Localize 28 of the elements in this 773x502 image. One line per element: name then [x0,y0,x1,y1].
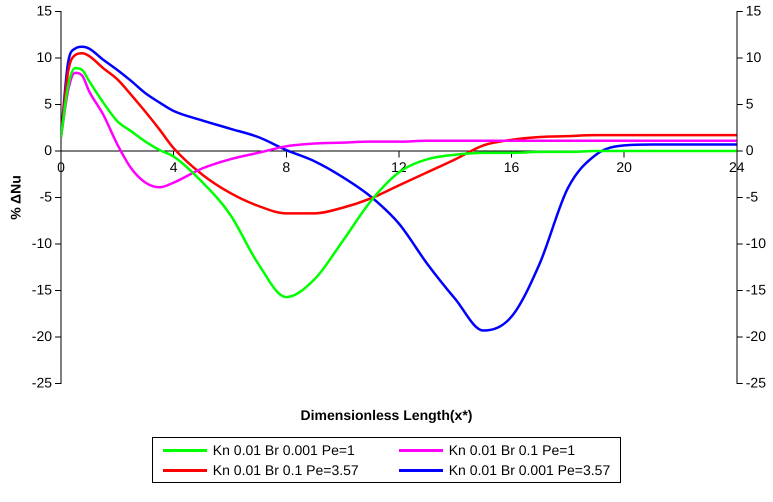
y2-tick-label: -5 [746,188,758,204]
y-tick-label: -5 [40,188,52,204]
y2-tick-label: -25 [746,374,766,390]
y2-tick-label: 10 [746,48,762,65]
y2-tick-label: 0 [746,142,754,158]
y2-tick-label: -10 [746,234,766,251]
y-tick-label: 0 [44,142,52,158]
y2-tick-label: -20 [746,328,766,344]
y2-tick-label: 5 [746,95,754,112]
legend-label: Kn 0.01 Br 0.1 Pe=1 [448,442,576,458]
y-tick-label: -15 [32,281,52,298]
legend-label: Kn 0.01 Br 0.1 Pe=3.57 [212,462,359,478]
legend-label: Kn 0.01 Br 0.001 Pe=1 [212,442,355,458]
x-tick-label: 8 [282,159,290,176]
y-axis-title: % ΔNu [7,175,24,220]
y2-tick-label: 15 [746,2,762,18]
x-axis-title: Dimensionless Length(x*) [300,407,474,423]
y-tick-label: -25 [32,374,52,390]
y-tick-label: -10 [32,234,52,251]
legend-label: Kn 0.01 Br 0.001 Pe=3.57 [448,462,610,478]
y-tick-label: -20 [32,328,52,344]
y-tick-label: 10 [36,48,52,65]
x-tick-label: 16 [504,159,520,176]
y2-tick-label: -15 [746,281,766,298]
x-tick-label: 4 [170,159,178,176]
y-tick-label: 15 [36,2,52,18]
y-tick-label: 5 [44,95,52,112]
x-tick-label: 20 [616,159,632,176]
